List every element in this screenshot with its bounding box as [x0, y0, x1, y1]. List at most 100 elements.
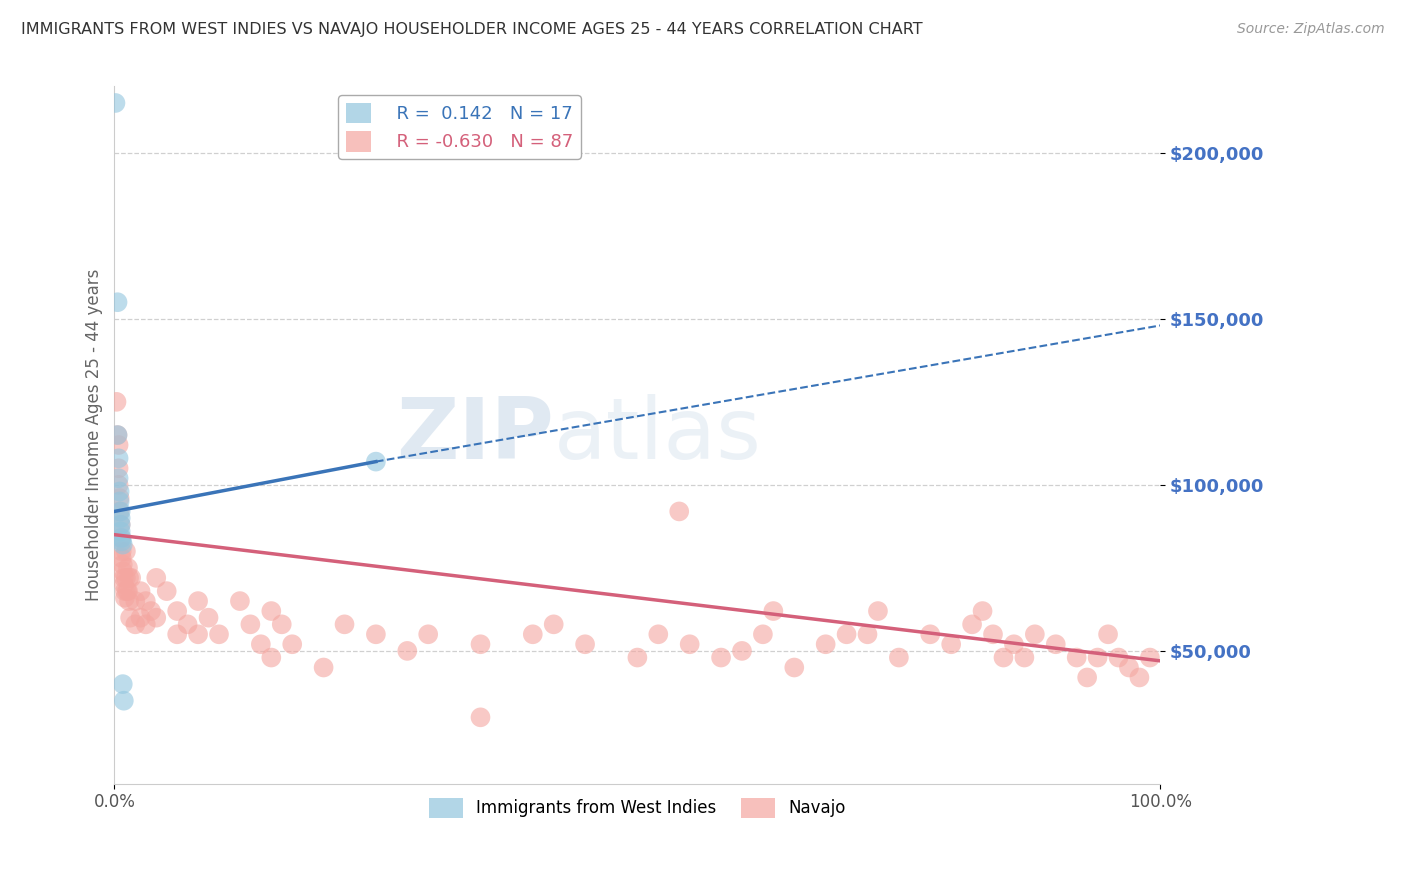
Point — [1045, 637, 1067, 651]
Point — [129, 610, 152, 624]
Point — [679, 637, 702, 651]
Point — [110, 517, 132, 532]
Point — [1108, 650, 1130, 665]
Point — [108, 484, 131, 499]
Legend: Immigrants from West Indies, Navajo: Immigrants from West Indies, Navajo — [423, 791, 852, 824]
Point — [107, 478, 129, 492]
Point — [117, 584, 139, 599]
Point — [1014, 650, 1036, 665]
Point — [543, 617, 565, 632]
Point — [112, 571, 135, 585]
Point — [110, 504, 132, 518]
Point — [647, 627, 669, 641]
Point — [239, 617, 262, 632]
Point — [115, 584, 138, 599]
Point — [187, 594, 209, 608]
Point — [1087, 650, 1109, 665]
Point — [941, 637, 963, 651]
Point — [111, 538, 134, 552]
Point — [856, 627, 879, 641]
Point — [114, 584, 136, 599]
Point — [124, 617, 146, 632]
Point — [108, 491, 131, 505]
Point — [1066, 650, 1088, 665]
Point — [135, 617, 157, 632]
Point — [118, 594, 141, 608]
Point — [108, 504, 131, 518]
Point — [111, 550, 134, 565]
Point — [866, 604, 889, 618]
Point — [960, 617, 983, 632]
Point — [156, 584, 179, 599]
Point — [107, 451, 129, 466]
Point — [981, 627, 1004, 641]
Point — [115, 544, 138, 558]
Point — [1024, 627, 1046, 641]
Point — [333, 617, 356, 632]
Point — [197, 610, 219, 624]
Point — [1097, 627, 1119, 641]
Point — [112, 694, 135, 708]
Point — [107, 461, 129, 475]
Point — [145, 610, 167, 624]
Point — [1139, 650, 1161, 665]
Point — [139, 604, 162, 618]
Point — [470, 710, 492, 724]
Point — [972, 604, 994, 618]
Point — [668, 504, 690, 518]
Point — [107, 438, 129, 452]
Point — [250, 637, 273, 651]
Point — [522, 627, 544, 641]
Y-axis label: Householder Income Ages 25 - 44 years: Householder Income Ages 25 - 44 years — [86, 268, 103, 601]
Point — [731, 644, 754, 658]
Point — [176, 617, 198, 632]
Point — [626, 650, 648, 665]
Point — [752, 627, 775, 641]
Point — [260, 650, 283, 665]
Point — [835, 627, 858, 641]
Point — [312, 660, 335, 674]
Point — [105, 394, 128, 409]
Point — [166, 604, 188, 618]
Point — [270, 617, 292, 632]
Point — [920, 627, 942, 641]
Point — [111, 544, 134, 558]
Point — [993, 650, 1015, 665]
Point — [108, 494, 131, 508]
Point — [887, 650, 910, 665]
Text: IMMIGRANTS FROM WEST INDIES VS NAVAJO HOUSEHOLDER INCOME AGES 25 - 44 YEARS CORR: IMMIGRANTS FROM WEST INDIES VS NAVAJO HO… — [21, 22, 922, 37]
Point — [281, 637, 304, 651]
Point — [110, 531, 132, 545]
Point — [111, 558, 134, 572]
Point — [1002, 637, 1025, 651]
Point — [107, 295, 129, 310]
Text: ZIP: ZIP — [396, 393, 554, 476]
Point — [110, 517, 132, 532]
Point — [107, 428, 129, 442]
Point — [364, 627, 387, 641]
Point — [145, 571, 167, 585]
Point — [107, 428, 129, 442]
Text: atlas: atlas — [554, 393, 762, 476]
Point — [1118, 660, 1140, 674]
Point — [120, 610, 142, 624]
Point — [814, 637, 837, 651]
Point — [114, 591, 136, 605]
Point — [229, 594, 252, 608]
Point — [762, 604, 785, 618]
Point — [117, 561, 139, 575]
Point — [135, 594, 157, 608]
Point — [129, 584, 152, 599]
Point — [110, 511, 132, 525]
Point — [187, 627, 209, 641]
Point — [112, 577, 135, 591]
Point — [120, 571, 142, 585]
Point — [1076, 670, 1098, 684]
Point — [418, 627, 440, 641]
Point — [111, 677, 134, 691]
Point — [115, 571, 138, 585]
Point — [396, 644, 419, 658]
Point — [111, 564, 134, 578]
Point — [260, 604, 283, 618]
Point — [1128, 670, 1150, 684]
